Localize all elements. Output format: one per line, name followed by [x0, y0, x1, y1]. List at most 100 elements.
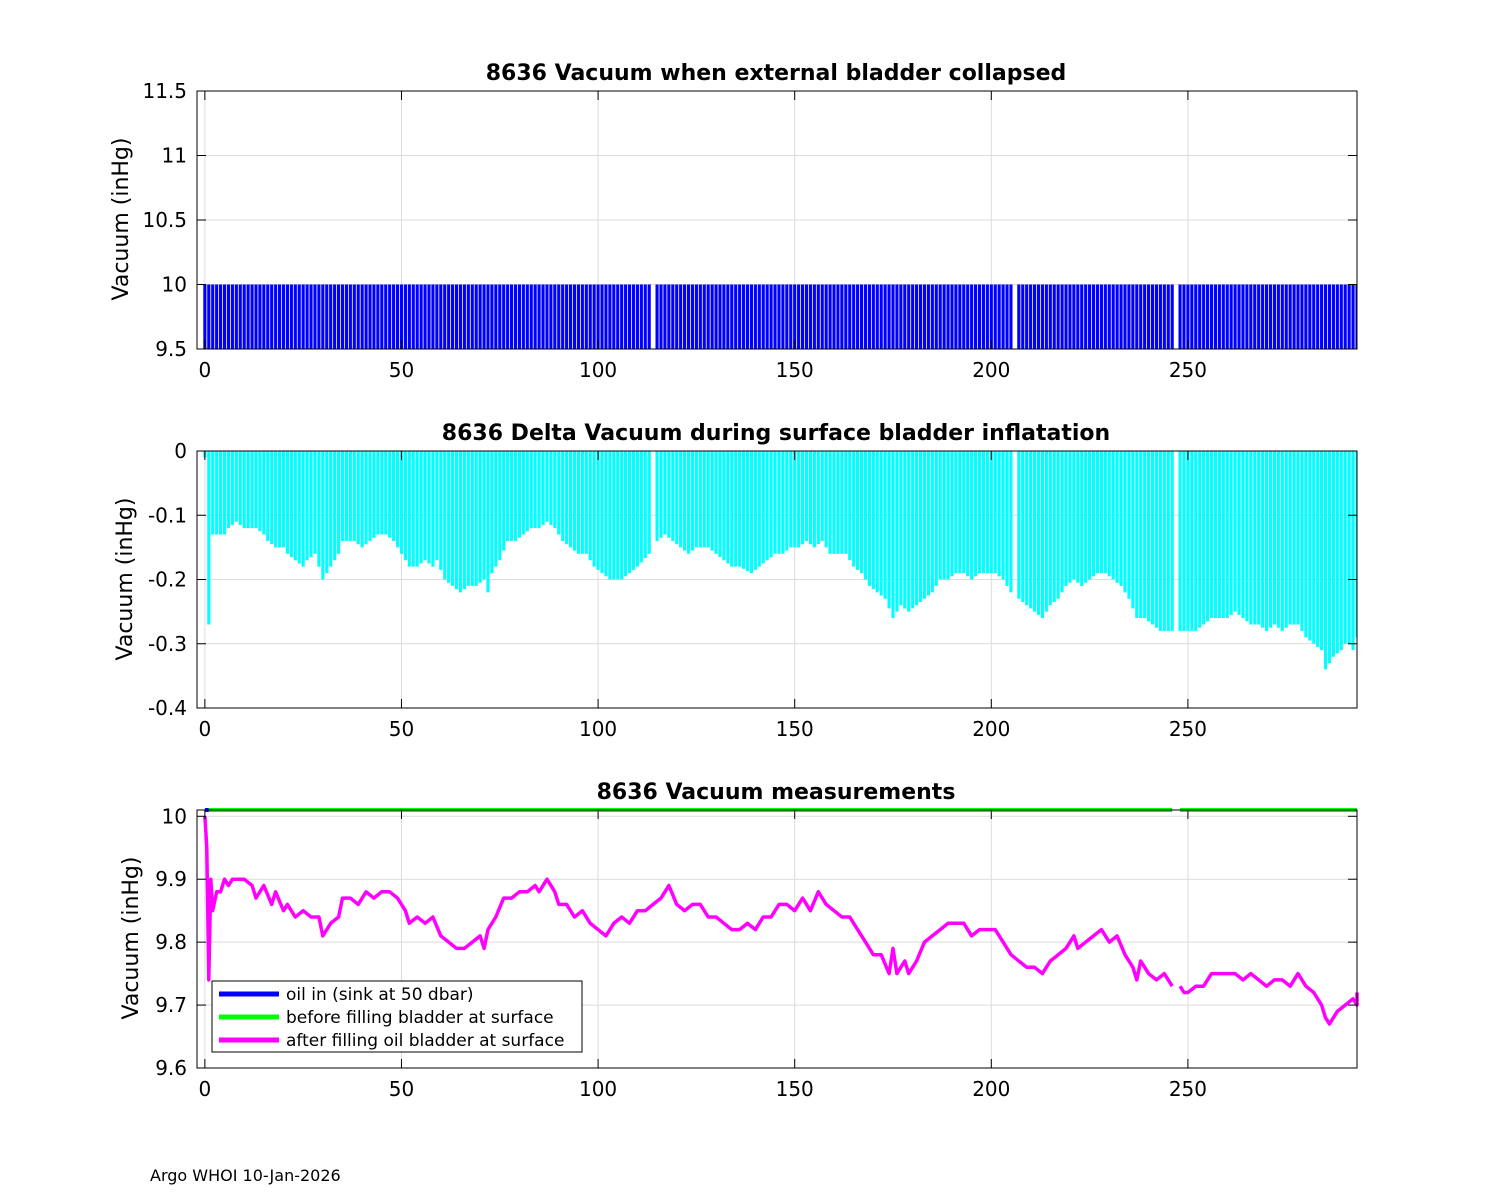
bar-series — [203, 451, 1357, 670]
bar — [211, 451, 215, 535]
bar — [985, 451, 989, 574]
bar — [1099, 451, 1103, 574]
bar — [714, 284, 718, 349]
bar — [1060, 284, 1064, 349]
bar — [702, 284, 706, 349]
bar — [954, 451, 958, 574]
bar — [773, 284, 777, 349]
bar — [1095, 451, 1100, 574]
bar — [427, 451, 431, 564]
bar — [702, 451, 706, 548]
bar — [895, 284, 899, 349]
bar — [1316, 451, 1320, 647]
bar — [624, 284, 628, 349]
bar — [1233, 451, 1237, 612]
bar — [517, 451, 522, 538]
bar — [600, 451, 604, 574]
bar — [946, 451, 950, 580]
bar — [655, 451, 659, 541]
bar — [246, 284, 250, 349]
x-tick-label: 150 — [776, 358, 814, 382]
x-tick-label: 150 — [776, 717, 814, 741]
bar — [1150, 451, 1155, 625]
bar — [686, 451, 691, 554]
bar — [1304, 451, 1308, 638]
bar — [250, 284, 254, 349]
bar — [1025, 451, 1029, 606]
y-tick-label: -0.1 — [148, 503, 187, 527]
bar — [1076, 451, 1080, 583]
bar — [1245, 451, 1249, 622]
bar — [348, 284, 352, 349]
bar — [230, 284, 234, 349]
bar — [911, 451, 915, 609]
bar — [745, 284, 750, 349]
bar — [1186, 284, 1190, 349]
bar — [1272, 451, 1276, 625]
bar — [797, 284, 801, 349]
bar — [1088, 451, 1092, 580]
bar — [753, 284, 757, 349]
x-tick-label: 0 — [198, 1077, 211, 1101]
bar — [411, 451, 415, 567]
bar — [840, 284, 844, 349]
bar — [907, 451, 911, 612]
bar — [958, 451, 962, 574]
bar — [1080, 451, 1084, 586]
bar — [435, 451, 439, 561]
bar — [856, 284, 860, 349]
bar — [1327, 284, 1332, 349]
bar — [950, 451, 954, 577]
bar — [226, 284, 231, 349]
bar — [891, 284, 895, 349]
bar — [883, 451, 887, 599]
bar — [423, 451, 427, 561]
bar — [1276, 451, 1280, 628]
bar — [1280, 284, 1284, 349]
bar — [427, 284, 431, 349]
bar — [710, 451, 714, 551]
bar — [663, 284, 667, 349]
bar — [470, 284, 474, 349]
y-tick-label: 9.6 — [155, 1056, 187, 1080]
bar — [911, 284, 915, 349]
bar — [278, 284, 282, 349]
bar — [745, 451, 750, 571]
bar — [1143, 284, 1147, 349]
bar — [797, 451, 801, 548]
bar — [313, 451, 317, 554]
bar — [785, 451, 789, 551]
bar — [694, 284, 698, 349]
bar — [278, 451, 282, 548]
bar — [769, 451, 773, 558]
bar — [458, 284, 463, 349]
bar — [1229, 284, 1233, 349]
bar — [333, 284, 337, 349]
bar — [207, 284, 211, 349]
bar — [305, 284, 309, 349]
bar — [584, 451, 588, 554]
bar — [297, 284, 301, 349]
bar — [1249, 284, 1253, 349]
bar — [635, 284, 639, 349]
bar — [388, 284, 392, 349]
bar — [352, 284, 356, 349]
bar — [1190, 284, 1194, 349]
bar — [576, 284, 580, 349]
bar — [1107, 284, 1111, 349]
bar — [1296, 284, 1300, 349]
bar — [848, 284, 852, 349]
bar — [820, 284, 824, 349]
bar — [545, 451, 549, 522]
bar — [930, 284, 934, 349]
bar — [808, 451, 812, 545]
bar — [1044, 284, 1048, 349]
bar — [344, 284, 348, 349]
bar — [517, 284, 522, 349]
bar — [525, 284, 529, 349]
bar — [486, 451, 490, 593]
y-axis-label: Vacuum (inHg) — [119, 857, 144, 1020]
bar — [431, 451, 435, 567]
bar — [238, 451, 242, 525]
x-tick-label: 150 — [776, 1077, 814, 1101]
